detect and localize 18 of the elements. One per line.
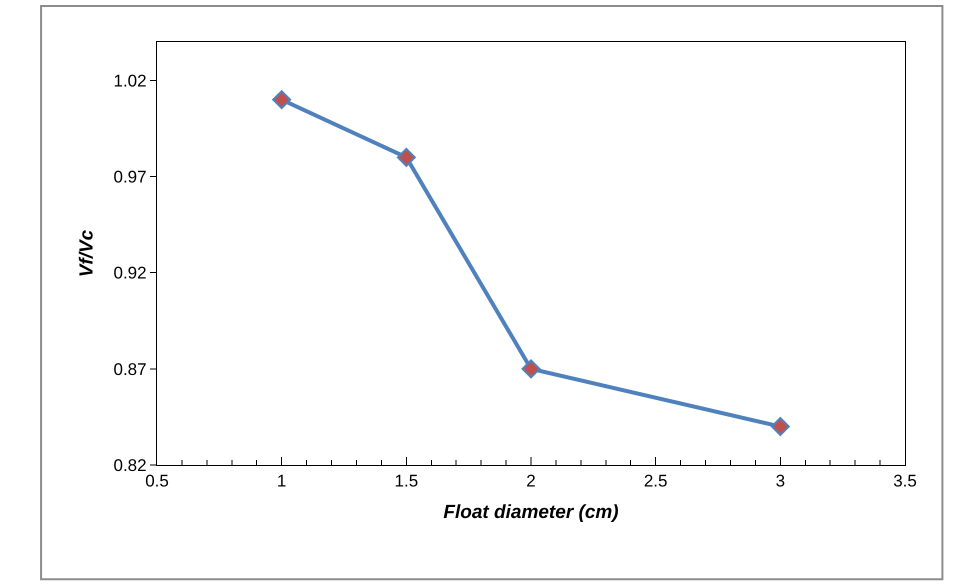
point [396, 148, 416, 167]
x-tick-label: 1.5 [394, 471, 418, 490]
x-tick-label: 1 [276, 471, 286, 490]
point [522, 359, 540, 378]
x-tick-label: 2.5 [644, 471, 668, 490]
y-tick-label: 0.92 [114, 264, 147, 283]
x-tick-label: 3 [776, 471, 786, 490]
x-axis-title: Float diameter (cm) [443, 502, 619, 524]
y-tick-label: 0.87 [114, 360, 147, 379]
x-tick-label: 2 [526, 471, 536, 490]
y-axis-title: Vf/Vc [76, 229, 98, 278]
point [272, 90, 292, 110]
y-tick-label: 0.82 [114, 456, 147, 475]
x-tick-label: 0.5 [145, 471, 169, 490]
y-tick-label: 0.97 [114, 168, 147, 187]
point [770, 417, 790, 436]
x-tick-label: 3.5 [893, 471, 917, 490]
y-tick-label: 1.02 [114, 71, 147, 90]
